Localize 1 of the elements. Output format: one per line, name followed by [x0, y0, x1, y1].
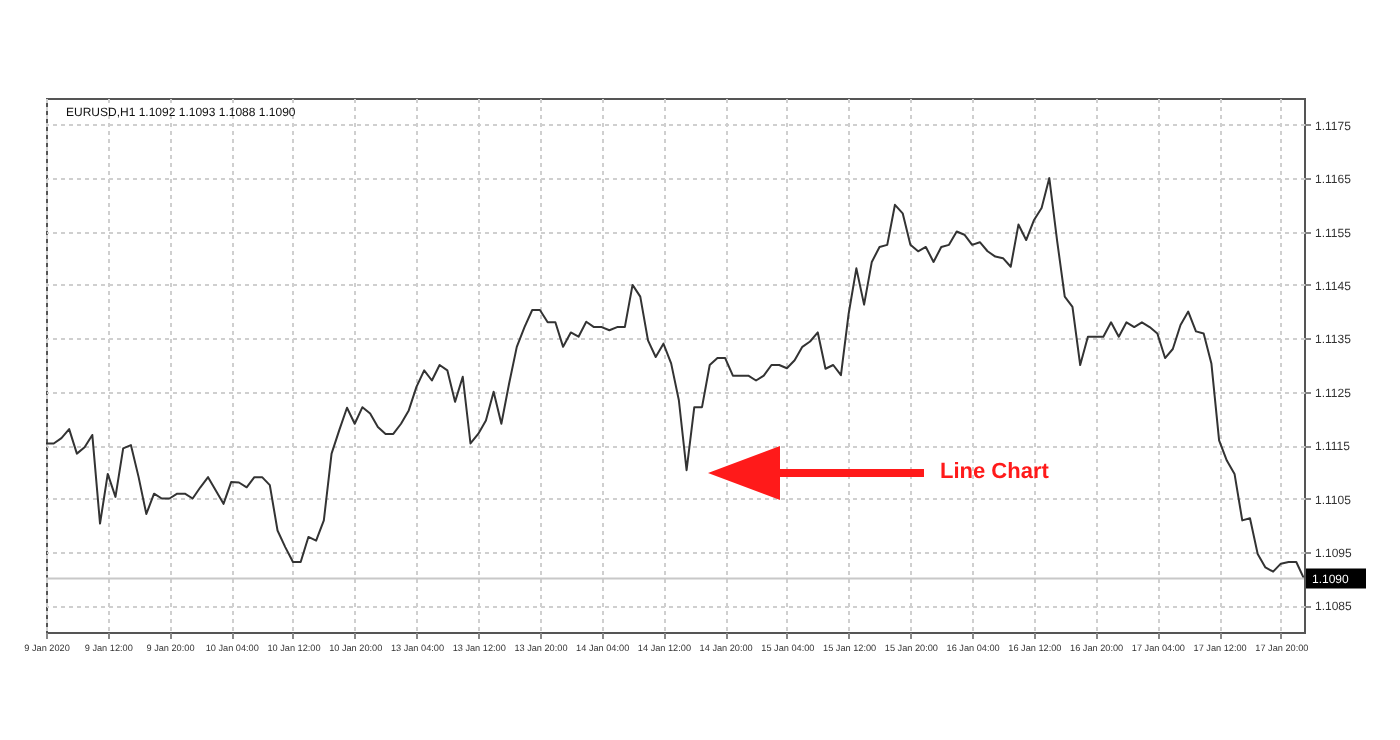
annotation: Line Chart: [940, 460, 1050, 484]
